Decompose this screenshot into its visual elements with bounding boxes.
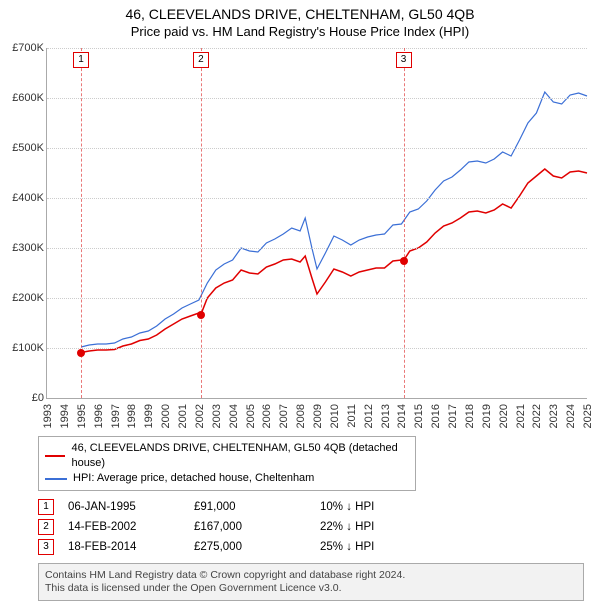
sales-row-date: 18-FEB-2014 bbox=[68, 541, 188, 553]
x-tick-label: 2008 bbox=[295, 404, 307, 428]
sales-row-price: £167,000 bbox=[194, 521, 314, 533]
y-tick-label: £600K bbox=[4, 92, 44, 104]
x-tick-label: 2019 bbox=[481, 404, 493, 428]
price-chart: 1 2 3 bbox=[46, 48, 586, 426]
sales-row-delta: 22% ↓ HPI bbox=[320, 521, 440, 533]
x-tick-label: 2001 bbox=[177, 404, 189, 428]
x-tick-label: 2004 bbox=[228, 404, 240, 428]
sale-point-dot bbox=[77, 349, 85, 357]
x-tick-label: 2013 bbox=[380, 404, 392, 428]
sales-row: 1 06-JAN-1995 £91,000 10% ↓ HPI bbox=[38, 497, 586, 517]
sale-point-dot bbox=[197, 311, 205, 319]
x-tick-label: 1994 bbox=[59, 404, 71, 428]
sales-row: 2 14-FEB-2002 £167,000 22% ↓ HPI bbox=[38, 517, 586, 537]
sale-point-dot bbox=[400, 257, 408, 265]
x-tick-label: 2021 bbox=[515, 404, 527, 428]
sale-marker-line bbox=[81, 48, 82, 398]
chart-subtitle: Price paid vs. HM Land Registry's House … bbox=[0, 24, 600, 39]
legend-item: HPI: Average price, detached house, Chel… bbox=[45, 471, 409, 486]
x-tick-label: 2014 bbox=[396, 404, 408, 428]
x-tick-label: 2005 bbox=[245, 404, 257, 428]
sale-marker-box: 3 bbox=[396, 52, 412, 68]
y-tick-label: £500K bbox=[4, 142, 44, 154]
footer-line: This data is licensed under the Open Gov… bbox=[45, 582, 577, 595]
sale-marker-box: 1 bbox=[73, 52, 89, 68]
x-tick-label: 2020 bbox=[498, 404, 510, 428]
legend-label: 46, CLEEVELANDS DRIVE, CHELTENHAM, GL50 … bbox=[71, 441, 409, 471]
x-tick-label: 2002 bbox=[194, 404, 206, 428]
legend-item: 46, CLEEVELANDS DRIVE, CHELTENHAM, GL50 … bbox=[45, 441, 409, 471]
x-tick-label: 2025 bbox=[582, 404, 594, 428]
sales-row-index-box: 1 bbox=[38, 499, 54, 515]
x-tick-label: 2010 bbox=[329, 404, 341, 428]
y-tick-label: £0 bbox=[4, 392, 44, 404]
sales-row-delta: 10% ↓ HPI bbox=[320, 501, 440, 513]
sale-marker-line bbox=[201, 48, 202, 398]
chart-legend: 46, CLEEVELANDS DRIVE, CHELTENHAM, GL50 … bbox=[38, 436, 416, 491]
y-tick-label: £200K bbox=[4, 292, 44, 304]
gridline bbox=[47, 248, 587, 249]
y-tick-label: £300K bbox=[4, 242, 44, 254]
x-tick-label: 1999 bbox=[143, 404, 155, 428]
sale-marker-line bbox=[404, 48, 405, 398]
x-tick-label: 2009 bbox=[312, 404, 324, 428]
x-tick-label: 2022 bbox=[531, 404, 543, 428]
legend-swatch bbox=[45, 455, 65, 457]
sales-row-delta: 25% ↓ HPI bbox=[320, 541, 440, 553]
x-tick-label: 1998 bbox=[126, 404, 138, 428]
sales-row: 3 18-FEB-2014 £275,000 25% ↓ HPI bbox=[38, 537, 586, 557]
sales-row-price: £91,000 bbox=[194, 501, 314, 513]
x-tick-label: 2015 bbox=[413, 404, 425, 428]
sale-marker-box: 2 bbox=[193, 52, 209, 68]
gridline bbox=[47, 48, 587, 49]
attribution-footer: Contains HM Land Registry data © Crown c… bbox=[38, 563, 584, 601]
below-chart-block: 46, CLEEVELANDS DRIVE, CHELTENHAM, GL50 … bbox=[38, 436, 586, 601]
x-tick-label: 2000 bbox=[160, 404, 172, 428]
x-tick-label: 1996 bbox=[93, 404, 105, 428]
sales-row-index-box: 3 bbox=[38, 539, 54, 555]
x-tick-label: 2016 bbox=[430, 404, 442, 428]
x-tick-label: 1995 bbox=[76, 404, 88, 428]
line-series-svg bbox=[47, 48, 587, 398]
sales-row-date: 06-JAN-1995 bbox=[68, 501, 188, 513]
sales-row-price: £275,000 bbox=[194, 541, 314, 553]
chart-title: 46, CLEEVELANDS DRIVE, CHELTENHAM, GL50 … bbox=[0, 6, 600, 22]
x-tick-label: 2007 bbox=[278, 404, 290, 428]
gridline bbox=[47, 348, 587, 349]
gridline bbox=[47, 198, 587, 199]
x-tick-label: 2006 bbox=[261, 404, 273, 428]
x-tick-label: 2003 bbox=[211, 404, 223, 428]
sales-row-index-box: 2 bbox=[38, 519, 54, 535]
sales-row-date: 14-FEB-2002 bbox=[68, 521, 188, 533]
plot-area: 1 2 3 bbox=[46, 48, 587, 399]
x-tick-label: 1997 bbox=[110, 404, 122, 428]
x-tick-label: 2023 bbox=[548, 404, 560, 428]
gridline bbox=[47, 298, 587, 299]
y-tick-label: £400K bbox=[4, 192, 44, 204]
x-tick-label: 2018 bbox=[464, 404, 476, 428]
x-tick-label: 2024 bbox=[565, 404, 577, 428]
x-tick-label: 2012 bbox=[363, 404, 375, 428]
sales-table: 1 06-JAN-1995 £91,000 10% ↓ HPI 2 14-FEB-2002… bbox=[38, 497, 586, 557]
gridline bbox=[47, 148, 587, 149]
gridline bbox=[47, 98, 587, 99]
legend-swatch bbox=[45, 478, 67, 480]
series-line-hpi bbox=[81, 92, 587, 347]
y-tick-label: £700K bbox=[4, 42, 44, 54]
y-tick-label: £100K bbox=[4, 342, 44, 354]
x-tick-label: 2017 bbox=[447, 404, 459, 428]
footer-line: Contains HM Land Registry data © Crown c… bbox=[45, 569, 577, 582]
legend-label: HPI: Average price, detached house, Chel… bbox=[73, 471, 314, 486]
x-tick-label: 2011 bbox=[346, 404, 358, 428]
series-line-property bbox=[81, 169, 587, 353]
x-tick-label: 1993 bbox=[42, 404, 54, 428]
